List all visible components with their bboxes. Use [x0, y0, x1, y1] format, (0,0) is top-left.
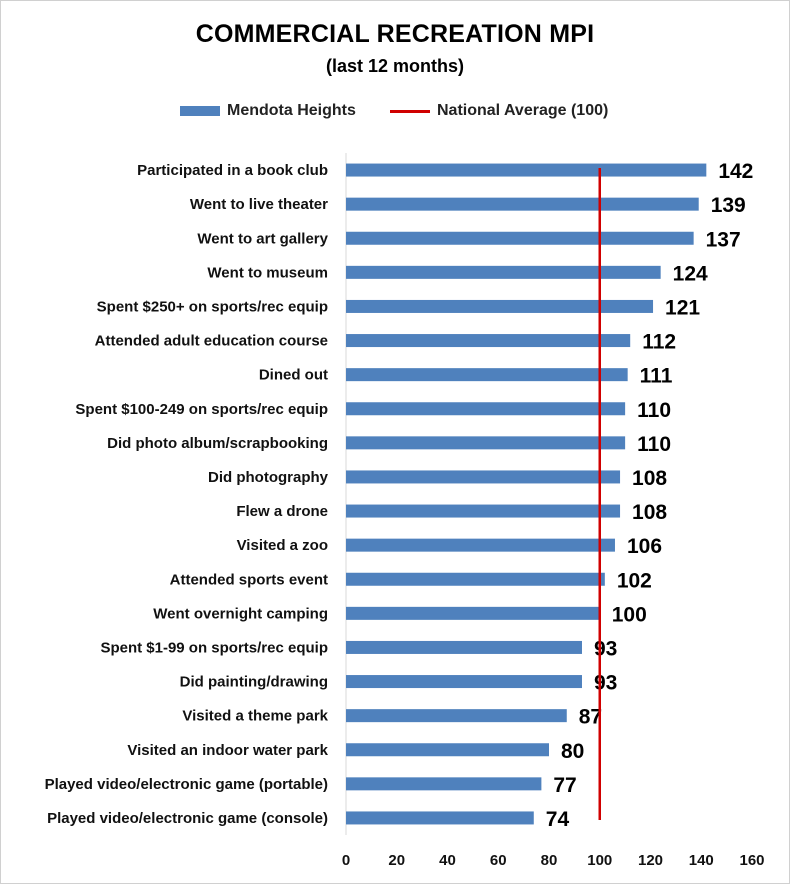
- data-label: 108: [632, 467, 667, 490]
- bar: [346, 572, 605, 586]
- bar: [346, 436, 626, 450]
- x-tick-label: 140: [689, 852, 714, 869]
- category-label: Participated in a book club: [137, 162, 328, 179]
- x-tick-label: 160: [739, 852, 764, 869]
- data-label: 80: [561, 740, 584, 763]
- legend-swatch-line: [390, 109, 430, 113]
- x-tick-label: 20: [388, 852, 405, 869]
- bar: [346, 470, 621, 484]
- category-label: Flew a drone: [236, 503, 328, 520]
- category-label: Did photography: [208, 469, 329, 486]
- category-label: Visited a zoo: [237, 537, 328, 554]
- category-label: Attended adult education course: [95, 333, 328, 350]
- data-label: 93: [594, 672, 617, 695]
- category-label: Spent $100-249 on sports/rec equip: [75, 401, 328, 418]
- data-label: 121: [665, 296, 700, 319]
- bar: [346, 743, 549, 757]
- bar: [346, 606, 600, 620]
- bar: [346, 777, 542, 791]
- bar: [346, 299, 654, 313]
- data-label: 142: [718, 160, 753, 183]
- legend-label-mendota-heights: Mendota Heights: [227, 102, 356, 119]
- chart-title: COMMERCIAL RECREATION MPI: [195, 20, 595, 48]
- bar: [346, 368, 628, 382]
- category-label: Played video/electronic game (portable): [45, 776, 328, 793]
- category-label: Did painting/drawing: [180, 674, 328, 691]
- legend-item-national-average: National Average (100): [390, 102, 608, 120]
- bar: [346, 640, 582, 654]
- data-label: 102: [617, 569, 652, 592]
- legend-item-mendota-heights: Mendota Heights: [180, 102, 356, 120]
- bar: [346, 675, 582, 689]
- category-label: Visited an indoor water park: [127, 742, 328, 759]
- data-label: 111: [640, 365, 673, 388]
- category-label: Spent $250+ on sports/rec equip: [97, 298, 328, 315]
- bar: [346, 197, 699, 211]
- bar: [346, 811, 534, 825]
- bar: [346, 538, 615, 552]
- bar: [346, 334, 631, 348]
- bar: [346, 504, 621, 518]
- category-label: Played video/electronic game (console): [47, 810, 328, 827]
- x-tick-label: 60: [490, 852, 507, 869]
- bar: [346, 163, 707, 177]
- bar: [346, 709, 567, 723]
- data-label: 139: [711, 194, 746, 217]
- category-label: Did photo album/scrapbooking: [107, 435, 328, 452]
- bar: [346, 265, 661, 279]
- chart-subtitle: (last 12 months): [325, 56, 465, 76]
- category-label: Went to live theater: [190, 196, 328, 213]
- category-label: Went to museum: [207, 264, 328, 281]
- data-label: 110: [637, 399, 671, 422]
- data-label: 106: [627, 535, 662, 558]
- legend: Mendota Heights National Average (100): [0, 102, 790, 122]
- category-label: Went overnight camping: [153, 605, 328, 622]
- category-label: Visited a theme park: [182, 708, 328, 725]
- data-label: 110: [637, 433, 671, 456]
- bar: [346, 402, 626, 416]
- data-label: 124: [673, 262, 708, 285]
- data-label: 93: [594, 637, 617, 660]
- bar: [346, 231, 694, 245]
- legend-swatch-bar: [180, 106, 220, 116]
- category-label: Went to art gallery: [197, 230, 328, 247]
- category-label: Attended sports event: [170, 571, 328, 588]
- x-tick-label: 100: [587, 852, 612, 869]
- x-tick-label: 40: [439, 852, 456, 869]
- data-label: 100: [612, 603, 647, 626]
- legend-label-national-average: National Average (100): [437, 102, 609, 119]
- data-label: 77: [553, 774, 576, 797]
- x-tick-label: 80: [541, 852, 558, 869]
- data-label: 137: [706, 228, 741, 251]
- data-label: 74: [546, 808, 570, 831]
- data-label: 87: [579, 706, 602, 729]
- category-label: Dined out: [259, 367, 328, 384]
- category-label: Spent $1-99 on sports/rec equip: [100, 639, 328, 656]
- x-tick-label: 120: [638, 852, 663, 869]
- data-label: 112: [642, 331, 676, 354]
- data-label: 108: [632, 501, 667, 524]
- x-tick-label: 0: [342, 852, 350, 869]
